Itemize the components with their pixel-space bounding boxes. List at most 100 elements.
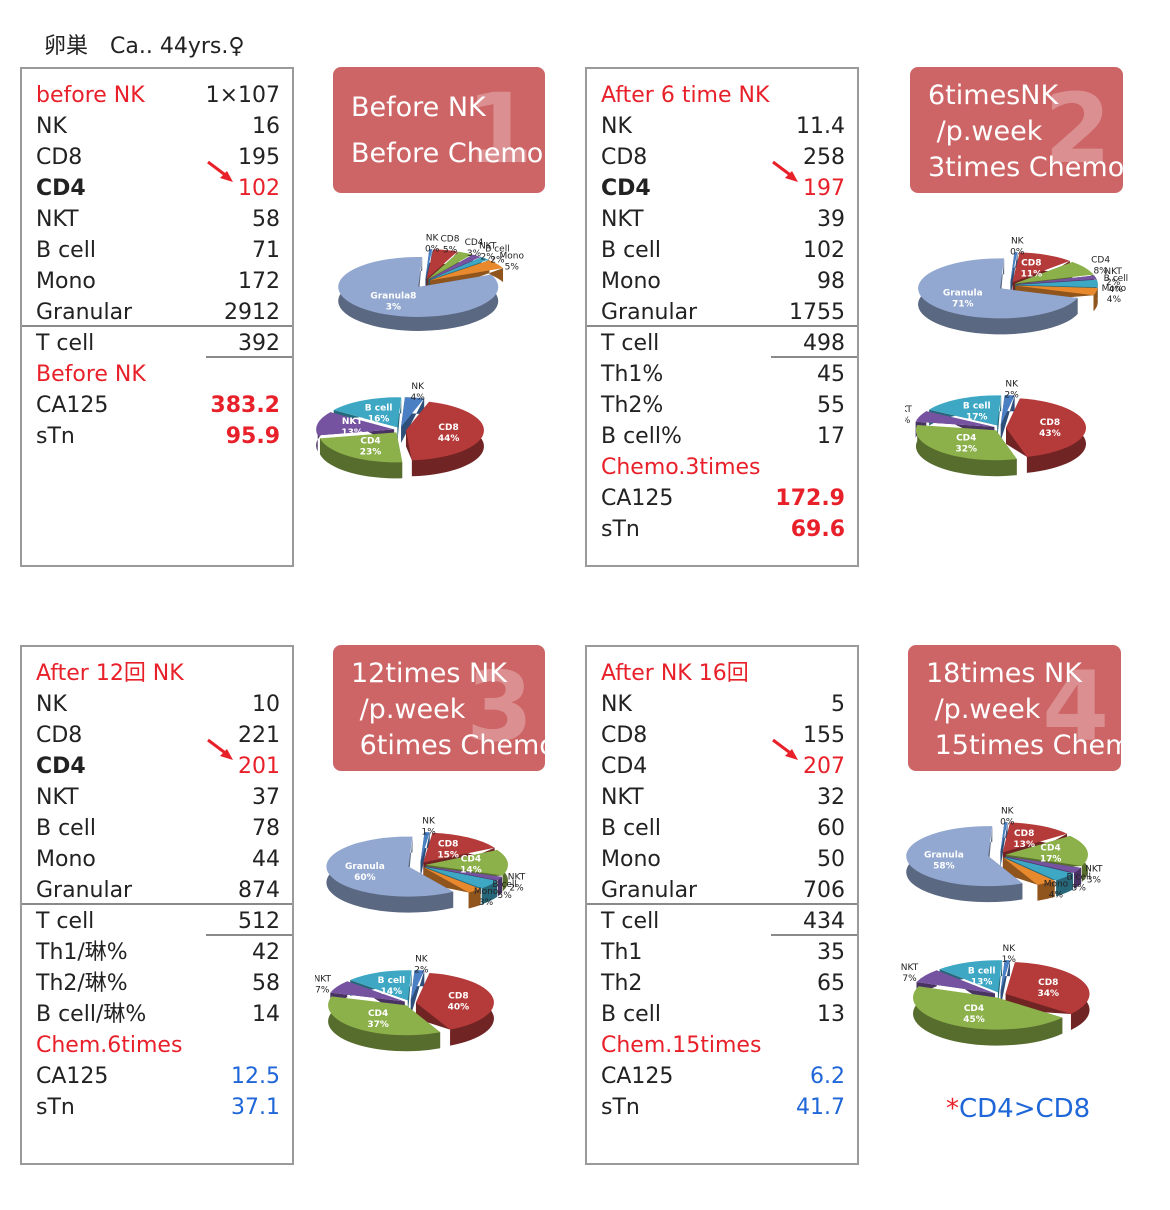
row-label: CD8 bbox=[601, 145, 648, 170]
pie-percent: 5% bbox=[443, 246, 458, 256]
pie-percent: 17% bbox=[1040, 854, 1062, 864]
pie-slice-nk bbox=[420, 832, 430, 863]
pie-slice-nk bbox=[1000, 960, 1010, 993]
row-value: 5 bbox=[831, 692, 845, 717]
row-label: CA125 bbox=[601, 486, 674, 511]
panel-row: CD8 221 bbox=[36, 720, 280, 751]
pie-percent: 60% bbox=[354, 873, 376, 883]
pie-label: Granula8 bbox=[370, 292, 416, 302]
stats-panel-1: before NK 1×107 NK 16 CD8 195 CD4 102 NKT 58 B cel… bbox=[20, 67, 294, 567]
pie-slice-side bbox=[1000, 822, 1008, 869]
red-arrow-icon bbox=[207, 738, 233, 760]
pie-label: CD8 bbox=[448, 991, 468, 1001]
row-value: 42 bbox=[252, 940, 280, 965]
pie-slice-cd8 bbox=[423, 832, 495, 863]
pie-percent: 5% bbox=[505, 262, 520, 272]
panel-row: before NK 1×107 bbox=[36, 80, 280, 111]
pie-label: CD4 bbox=[465, 238, 484, 248]
panel-row: Chem.6times bbox=[36, 1030, 280, 1061]
row-value: 197 bbox=[803, 176, 845, 201]
row-label: CD4 bbox=[36, 176, 86, 201]
pie-slice-side bbox=[1010, 252, 1018, 299]
pie-label: CD4 bbox=[964, 1004, 984, 1014]
pie-percent: 6% bbox=[905, 416, 911, 426]
row-value: 874 bbox=[238, 878, 280, 903]
panel-row: CD8 195 bbox=[36, 142, 280, 173]
pie-slice-nk bbox=[1010, 252, 1018, 283]
row-value: 512 bbox=[238, 909, 280, 934]
pie-label: Mono bbox=[1044, 880, 1069, 890]
pie-slice-cd4 bbox=[913, 986, 1063, 1030]
panel-row: CD4 201 bbox=[36, 738, 280, 782]
panel-row: NK 5 bbox=[601, 689, 845, 720]
pie-percent: 7% bbox=[902, 974, 917, 984]
row-value: 102 bbox=[803, 238, 845, 263]
row-value: 383.2 bbox=[210, 393, 280, 418]
divider bbox=[771, 934, 857, 936]
pie-slice-cd4 bbox=[328, 996, 441, 1036]
panel-row: CD4 102 bbox=[36, 160, 280, 204]
row-value: 98 bbox=[817, 269, 845, 294]
pie-label: CD4 bbox=[360, 437, 380, 447]
row-value: 65 bbox=[817, 971, 845, 996]
pie-percent: 0% bbox=[425, 244, 440, 254]
row-value: 32 bbox=[817, 785, 845, 810]
row-label: CA125 bbox=[601, 1064, 674, 1089]
pie-slice-cd4 bbox=[915, 424, 1017, 461]
banner-number: 3 bbox=[466, 651, 533, 763]
panel-row: NKT 39 bbox=[601, 204, 845, 235]
pie-slice-nkt bbox=[915, 411, 995, 427]
page-title: 卵巣 Ca.. 44yrs.♀ bbox=[44, 34, 245, 59]
pie-label: CD4 bbox=[1091, 255, 1110, 265]
row-value: 434 bbox=[803, 909, 845, 934]
panel-row: Th1 35 bbox=[601, 937, 845, 968]
pie-slice-granula bbox=[326, 836, 454, 897]
pie-slice-mono bbox=[1015, 285, 1098, 296]
row-value: 95.9 bbox=[225, 424, 280, 449]
row-label: Granular bbox=[601, 878, 698, 903]
panel-row: Th2% 55 bbox=[601, 390, 845, 421]
pie-label: Mono bbox=[474, 887, 499, 897]
row-label: Mono bbox=[36, 847, 96, 872]
pie-percent: 40% bbox=[448, 1002, 470, 1012]
pie-label: B cell bbox=[1066, 873, 1091, 883]
pie-label: B cell bbox=[378, 976, 406, 986]
row-label: Chemo.3times bbox=[601, 455, 761, 480]
panel-row: CD8 258 bbox=[601, 142, 845, 173]
row-value: 16 bbox=[252, 114, 280, 139]
banner-line: /p.week bbox=[926, 694, 1041, 725]
pie-slice-nk bbox=[410, 970, 425, 1001]
pie-percent: 17% bbox=[966, 413, 988, 423]
pie-label: NKT bbox=[1085, 864, 1103, 874]
row-label: B cell bbox=[601, 816, 661, 841]
panel-row: B cell 102 bbox=[601, 235, 845, 266]
pie-label: B cell bbox=[492, 880, 517, 890]
panel-row: sTn 41.7 bbox=[601, 1092, 845, 1123]
row-label: CD8 bbox=[601, 723, 648, 748]
row-value: 37 bbox=[252, 785, 280, 810]
divider bbox=[22, 903, 292, 905]
banner-line: 15times Chemo. bbox=[934, 730, 1121, 761]
panel-row: T cell 512 bbox=[36, 906, 280, 937]
pie-label: CD8 bbox=[438, 840, 458, 850]
row-value: 78 bbox=[252, 816, 280, 841]
panel-row: CA125 6.2 bbox=[601, 1061, 845, 1092]
pie-slice-nk bbox=[425, 249, 433, 280]
row-label: CA125 bbox=[36, 393, 109, 418]
panel-row: NKT 37 bbox=[36, 782, 280, 813]
row-label: Th2/琳% bbox=[36, 971, 128, 996]
divider bbox=[587, 903, 857, 905]
panel-row: CD4 207 bbox=[601, 738, 845, 782]
row-value: 55 bbox=[817, 393, 845, 418]
banner-number: 4 bbox=[1042, 651, 1109, 763]
row-value: 60 bbox=[817, 816, 845, 841]
cd4-cd8-note: *CD4>CD8 bbox=[946, 1094, 1090, 1124]
panel-row: Th2 65 bbox=[601, 968, 845, 999]
pie-label: B cell bbox=[1104, 274, 1129, 284]
pie-percent: 44% bbox=[438, 434, 460, 444]
pie-slice-b-cell bbox=[939, 960, 1003, 993]
banner-line: Before Chemo. bbox=[351, 138, 545, 169]
row-value: 58 bbox=[252, 971, 280, 996]
